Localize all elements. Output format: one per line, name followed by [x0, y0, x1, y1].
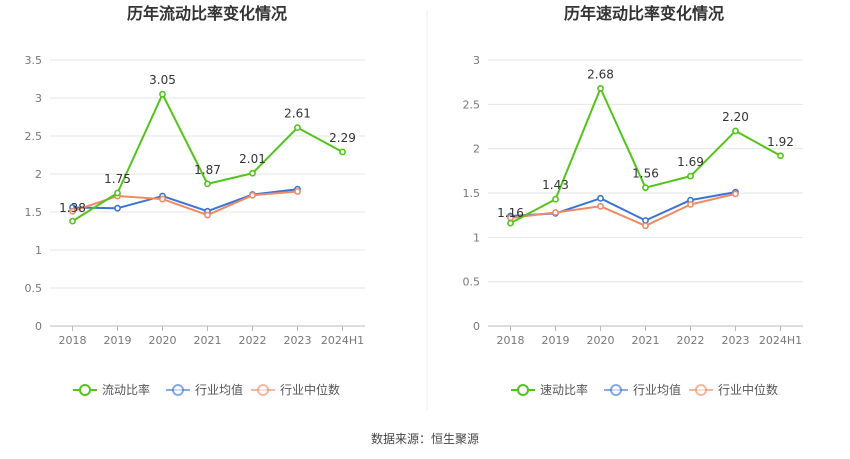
data-point — [249, 169, 256, 177]
data-label: 2.61 — [284, 107, 311, 121]
x-tick-label: 2024H1 — [321, 334, 364, 347]
data-point — [294, 188, 301, 195]
data-source: 数据来源：恒生聚源 — [371, 431, 479, 446]
y-tick-label: 2 — [35, 168, 42, 181]
data-point — [339, 148, 346, 156]
y-tick-label: 0 — [35, 320, 42, 333]
legend-label: 行业中位数 — [718, 382, 778, 397]
chart-title: 历年流动比率变化情况 — [127, 4, 287, 23]
data-label: 2.20 — [722, 110, 749, 124]
data-point — [507, 219, 514, 227]
y-tick-label: 1.5 — [25, 206, 43, 219]
legend-marker — [172, 384, 184, 396]
data-point — [732, 190, 739, 198]
y-tick-label: 0.5 — [463, 276, 481, 289]
legend-label: 行业均值 — [195, 382, 243, 397]
y-tick-label: 3 — [473, 54, 480, 67]
x-tick-label: 2023 — [722, 334, 750, 347]
data-point — [687, 201, 694, 208]
data-point — [597, 202, 604, 210]
legend-label: 流动比率 — [102, 382, 150, 397]
data-point — [732, 127, 739, 135]
data-point — [114, 204, 121, 212]
x-tick-label: 2022 — [677, 334, 705, 347]
y-tick-label: 3.5 — [25, 54, 43, 67]
data-point — [159, 195, 166, 203]
legend-marker — [257, 384, 269, 396]
current-ratio-chart: 历年流动比率变化情况 0 0.5 1 1.5 2 2.5 3 3.5 2018 2019 2020 20… — [25, 4, 365, 397]
x-tick-label: 2021 — [632, 334, 660, 347]
data-point — [597, 194, 604, 202]
data-label: 1.75 — [104, 172, 131, 186]
data-point — [249, 191, 256, 199]
data-label: 1.69 — [677, 155, 704, 169]
y-tick-label: 2.5 — [463, 98, 481, 111]
data-point — [294, 124, 301, 132]
x-tick-label: 2020 — [149, 334, 177, 347]
x-tick-label: 2021 — [194, 334, 222, 347]
legend-marker — [79, 384, 91, 396]
data-label: 1.87 — [194, 163, 221, 177]
series-line — [510, 192, 736, 227]
legend-marker — [517, 384, 529, 396]
data-label: 2.01 — [239, 152, 266, 166]
y-tick-label: 2.5 — [25, 130, 43, 143]
data-label: 3.05 — [149, 73, 176, 87]
legend-label: 速动比率 — [540, 382, 588, 397]
y-tick-label: 2 — [473, 143, 480, 156]
quick-ratio-chart: 历年速动比率变化情况 0 0.5 1 1.5 2 2.5 3 2018 2019 2020 2021 2… — [463, 4, 803, 397]
legend-label: 行业均值 — [633, 382, 681, 397]
data-point — [777, 152, 784, 160]
x-tick-label: 2019 — [542, 334, 570, 347]
data-point — [642, 217, 649, 224]
data-point — [687, 172, 694, 180]
legend-marker — [695, 384, 707, 396]
y-tick-label: 1 — [35, 244, 42, 257]
x-tick-label: 2019 — [104, 334, 132, 347]
data-point — [552, 195, 559, 203]
y-tick-label: 3 — [35, 92, 42, 105]
data-point — [159, 90, 166, 98]
data-point — [69, 217, 76, 225]
x-tick-label: 2020 — [587, 334, 615, 347]
x-tick-label: 2018 — [59, 334, 87, 347]
x-tick-label: 2022 — [239, 334, 267, 347]
y-tick-label: 0 — [473, 320, 480, 333]
series-line — [72, 188, 298, 213]
data-label: 1.92 — [767, 135, 794, 149]
legend-marker — [610, 384, 622, 396]
data-label: 2.68 — [587, 67, 614, 81]
x-tick-label: 2018 — [497, 334, 525, 347]
chart-title: 历年速动比率变化情况 — [564, 4, 724, 23]
data-point — [552, 209, 559, 216]
legend-label: 行业中位数 — [280, 382, 340, 397]
data-label: 1.38 — [59, 201, 86, 215]
x-tick-label: 2024H1 — [759, 334, 802, 347]
data-point — [204, 211, 211, 219]
data-point — [597, 84, 604, 92]
data-point — [69, 207, 76, 215]
data-point — [642, 222, 649, 230]
data-label: 1.56 — [632, 167, 659, 181]
y-tick-label: 0.5 — [25, 282, 43, 295]
data-label: 1.43 — [542, 178, 569, 192]
y-tick-label: 1.5 — [463, 187, 481, 200]
x-tick-label: 2023 — [284, 334, 312, 347]
series-line — [510, 87, 781, 225]
data-label: 2.29 — [329, 131, 356, 145]
data-label: 1.16 — [497, 206, 524, 220]
data-point — [114, 189, 121, 197]
data-point — [642, 184, 649, 192]
y-tick-label: 1 — [473, 231, 480, 244]
data-point — [204, 180, 211, 188]
